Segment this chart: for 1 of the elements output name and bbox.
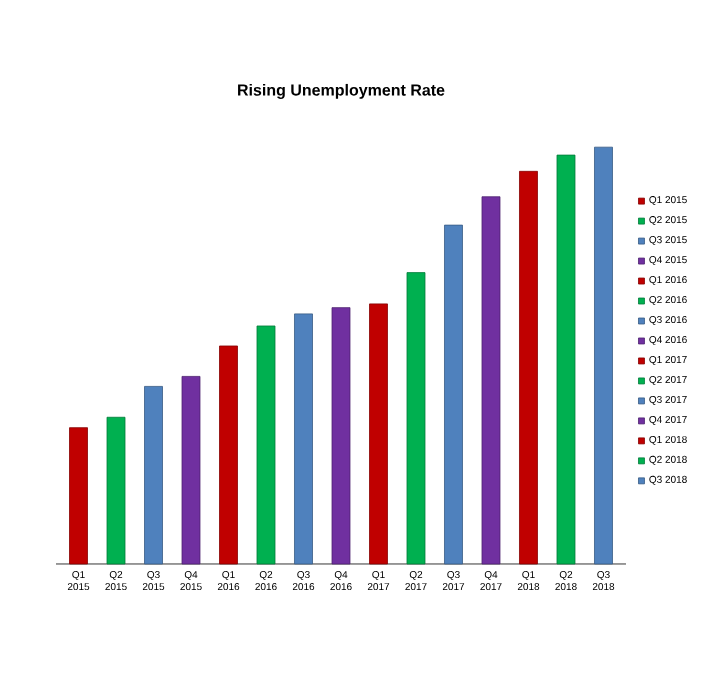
chart-title: Rising Unemployment Rate — [238, 83, 445, 99]
